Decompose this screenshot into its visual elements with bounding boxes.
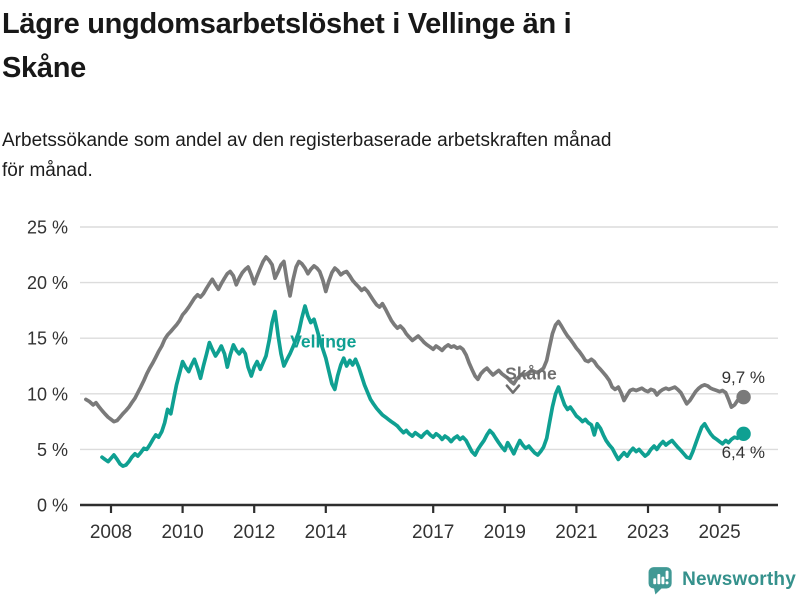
end-dot-vellinge <box>736 426 751 442</box>
series-label-skåne: Skåne <box>505 364 557 384</box>
x-tick-label: 2010 <box>161 522 203 543</box>
x-tick-label: 2021 <box>555 522 597 543</box>
logo-exclamation-bar <box>665 570 669 580</box>
line-chart: 25 % 20 % 15 % 10 % 5 % 0 % 2008 2010 2012 2014 20… <box>27 218 778 544</box>
y-tick-label: 5 % <box>37 440 68 460</box>
title-line-1: Lägre ungdomsarbetslöshet i Vellinge än … <box>2 8 572 40</box>
x-tick-label: 2008 <box>90 522 132 543</box>
y-tick-label: 10 % <box>27 384 68 404</box>
x-tick-label: 2012 <box>233 522 275 543</box>
logo-bar-tall <box>657 574 661 585</box>
y-tick-label: 0 % <box>37 496 68 516</box>
annotations: 9,7 % 6,4 % Vellinge Skåne <box>290 331 765 461</box>
axis-labels: 25 % 20 % 15 % 10 % 5 % 0 % 2008 2010 2012 2014 20… <box>27 218 741 544</box>
newsworthy-logo: Newsworthy <box>646 562 796 598</box>
end-value-label-vellinge: 6,4 % <box>722 443 765 462</box>
logo-bar-mid <box>661 576 665 585</box>
y-tick-label: 15 % <box>27 329 68 349</box>
chart-subtitle: Arbetssökande som andel av den registerb… <box>2 126 782 186</box>
x-tick-label: 2017 <box>412 522 454 543</box>
y-tick-label: 20 % <box>27 273 68 293</box>
end-dot-skåne <box>736 389 751 405</box>
newsworthy-logo-icon <box>648 567 672 595</box>
gridlines <box>80 226 778 451</box>
end-value-label-skåne: 9,7 % <box>722 368 765 387</box>
chart-series <box>84 255 751 468</box>
x-tick-label: 2023 <box>627 522 669 543</box>
logo-exclamation-dot <box>665 581 669 585</box>
subtitle-line-1: Arbetssökande som andel av den registerb… <box>2 130 612 151</box>
series-line-skåne <box>84 255 746 424</box>
x-tick-label: 2014 <box>305 522 348 543</box>
logo-bar-short <box>653 578 657 585</box>
chevron-down-icon <box>505 384 521 394</box>
x-tick-label: 2025 <box>698 522 740 543</box>
newsworthy-wordmark: Newsworthy <box>682 569 796 590</box>
page-title: Lägre ungdomsarbetslöshet i Vellinge än … <box>2 2 782 90</box>
y-tick-label: 25 % <box>27 218 68 238</box>
subtitle-line-2: för månad. <box>2 160 93 181</box>
series-label-vellinge: Vellinge <box>290 331 356 351</box>
x-tick-label: 2019 <box>484 522 526 543</box>
x-axis <box>80 503 778 513</box>
series-line-vellinge <box>100 304 746 468</box>
title-line-2: Skåne <box>2 52 86 84</box>
